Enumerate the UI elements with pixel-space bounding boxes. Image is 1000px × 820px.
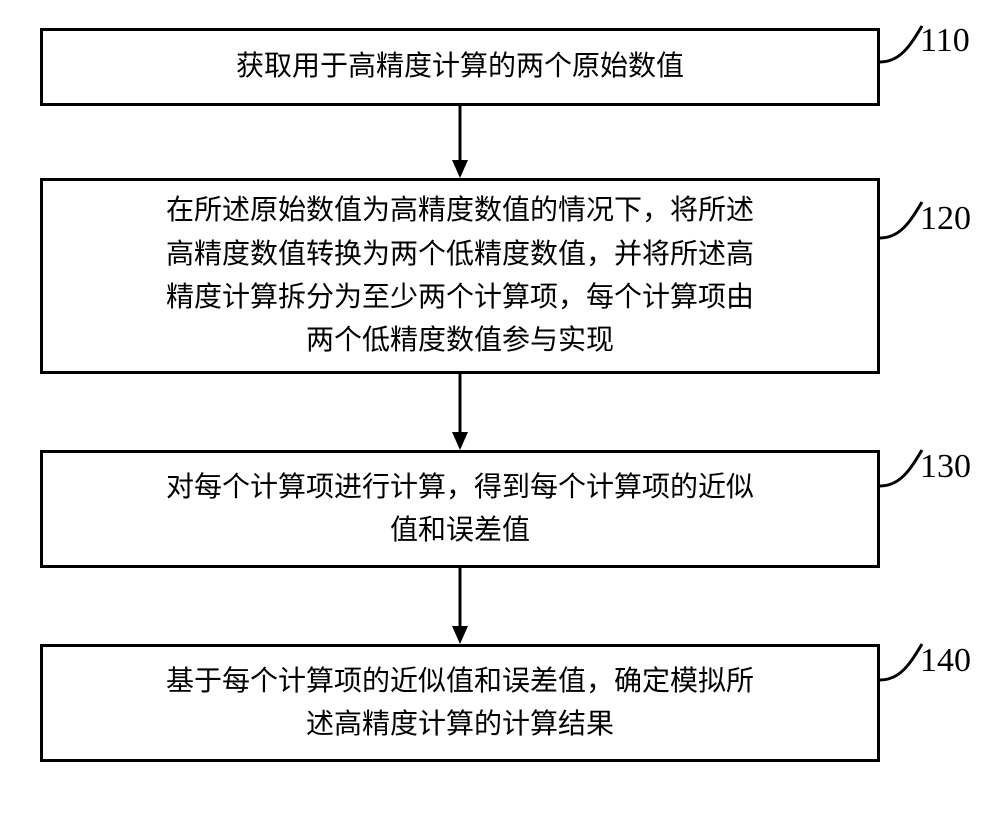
step-label-120: 120 [920,200,971,238]
flowchart-node-130-text: 对每个计算项进行计算，得到每个计算项的近似 值和误差值 [57,466,863,553]
flowchart-node-120: 在所述原始数值为高精度数值的情况下，将所述 高精度数值转换为两个低精度数值，并将… [40,178,880,374]
flowchart-node-130: 对每个计算项进行计算，得到每个计算项的近似 值和误差值 [40,450,880,568]
step-label-140: 140 [920,642,971,680]
flowchart-canvas: 获取用于高精度计算的两个原始数值 110 在所述原始数值为高精度数值的情况下，将… [0,0,1000,820]
step-label-130: 130 [920,448,971,486]
flowchart-node-140: 基于每个计算项的近似值和误差值，确定模拟所 述高精度计算的计算结果 [40,644,880,762]
flowchart-node-140-text: 基于每个计算项的近似值和误差值，确定模拟所 述高精度计算的计算结果 [57,660,863,747]
flowchart-node-120-text: 在所述原始数值为高精度数值的情况下，将所述 高精度数值转换为两个低精度数值，并将… [57,189,863,363]
arrow-120-130 [450,374,470,450]
flowchart-node-110-text: 获取用于高精度计算的两个原始数值 [57,45,863,88]
arrow-130-140 [450,568,470,644]
step-label-110: 110 [920,22,970,60]
arrow-110-120 [450,106,470,178]
flowchart-node-110: 获取用于高精度计算的两个原始数值 [40,28,880,106]
